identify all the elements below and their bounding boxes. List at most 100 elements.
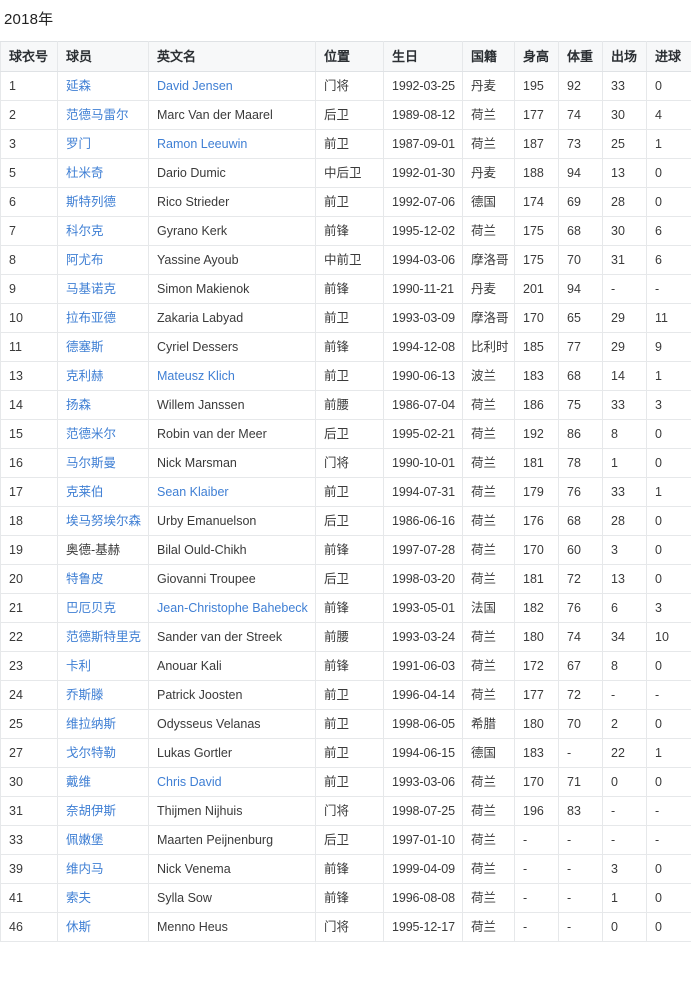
- cell-player-name-link[interactable]: 范德斯特里克: [66, 630, 142, 644]
- cell-player-name-link[interactable]: 戈尔特勒: [66, 746, 117, 760]
- cell-player-name[interactable]: 范德斯特里克: [57, 622, 149, 652]
- cell-player-name[interactable]: 范德米尔: [57, 419, 149, 449]
- cell-player-name[interactable]: 德塞斯: [57, 332, 149, 362]
- cell-player-name-link[interactable]: 科尔克: [66, 224, 104, 238]
- cell-player-name-link[interactable]: 卡利: [66, 659, 92, 673]
- column-header-position[interactable]: 位置: [315, 41, 384, 72]
- column-header-player[interactable]: 球员: [57, 41, 149, 72]
- cell-player-name[interactable]: 罗门: [57, 129, 149, 159]
- cell-birthday: 1999-04-09: [383, 854, 463, 884]
- cell-player-name-link[interactable]: 埃马努埃尔森: [66, 514, 142, 528]
- cell-player-name-link[interactable]: 特鲁皮: [66, 572, 104, 586]
- cell-player-name[interactable]: 特鲁皮: [57, 564, 149, 594]
- table-row: 41 索夫 Sylla Sow 前锋 1996-08-08 荷兰 - - 1 0: [0, 883, 691, 913]
- cell-position: 中后卫: [315, 158, 384, 188]
- cell-player-name[interactable]: 马基诺克: [57, 274, 149, 304]
- cell-player-name[interactable]: 卡利: [57, 651, 149, 681]
- cell-player-name[interactable]: 克利赫: [57, 361, 149, 391]
- column-header-english-name[interactable]: 英文名: [148, 41, 316, 72]
- cell-player-name[interactable]: 克莱伯: [57, 477, 149, 507]
- cell-english-name-link[interactable]: Ramon Leeuwin: [157, 137, 248, 151]
- cell-nationality-text: 丹麦: [471, 282, 497, 296]
- cell-goals: 6: [646, 245, 691, 275]
- cell-player-name-link[interactable]: 范德马雷尔: [66, 108, 129, 122]
- cell-birthday: 1989-08-12: [383, 100, 463, 130]
- cell-player-name[interactable]: 延森: [57, 71, 149, 101]
- cell-english-name[interactable]: Mateusz Klich: [148, 361, 316, 391]
- cell-player-name-link[interactable]: 维内马: [66, 862, 104, 876]
- cell-player-name[interactable]: 奈胡伊斯: [57, 796, 149, 826]
- cell-english-name[interactable]: Chris David: [148, 767, 316, 797]
- column-header-height[interactable]: 身高: [514, 41, 559, 72]
- column-header-weight[interactable]: 体重: [558, 41, 603, 72]
- cell-player-name-link[interactable]: 戴维: [66, 775, 92, 789]
- cell-player-name-link[interactable]: 马基诺克: [66, 282, 117, 296]
- column-header-birthday[interactable]: 生日: [383, 41, 463, 72]
- cell-player-name[interactable]: 佩嫩堡: [57, 825, 149, 855]
- cell-english-name-link[interactable]: Mateusz Klich: [157, 369, 235, 383]
- cell-player-name[interactable]: 范德马雷尔: [57, 100, 149, 130]
- cell-nationality-text: 荷兰: [471, 224, 497, 238]
- cell-english-name[interactable]: Ramon Leeuwin: [148, 129, 316, 159]
- cell-english-name-link[interactable]: Jean-Christophe Bahebeck: [157, 601, 308, 615]
- cell-goals: 0: [646, 448, 691, 478]
- column-header-jersey-number[interactable]: 球衣号: [0, 41, 58, 72]
- cell-player-name[interactable]: 埃马努埃尔森: [57, 506, 149, 536]
- column-header-nationality[interactable]: 国籍: [462, 41, 515, 72]
- cell-player-name[interactable]: 乔斯滕: [57, 680, 149, 710]
- column-header-goals[interactable]: 进球: [646, 41, 691, 72]
- cell-player-name-link[interactable]: 延森: [66, 79, 92, 93]
- cell-player-name[interactable]: 马尔斯曼: [57, 448, 149, 478]
- cell-goals: 0: [646, 506, 691, 536]
- cell-player-name[interactable]: 阿尤布: [57, 245, 149, 275]
- cell-player-name[interactable]: 巴厄贝克: [57, 593, 149, 623]
- cell-player-name-link[interactable]: 休斯: [66, 920, 92, 934]
- cell-appearances-text: 29: [611, 311, 625, 325]
- cell-player-name-link[interactable]: 奈胡伊斯: [66, 804, 117, 818]
- cell-english-name-link[interactable]: Chris David: [157, 775, 222, 789]
- cell-jersey-number-text: 23: [9, 659, 23, 673]
- cell-player-name[interactable]: 维拉纳斯: [57, 709, 149, 739]
- cell-player-name[interactable]: 戴维: [57, 767, 149, 797]
- cell-player-name-link[interactable]: 斯特列德: [66, 195, 117, 209]
- cell-english-name[interactable]: David Jensen: [148, 71, 316, 101]
- cell-nationality: 荷兰: [462, 883, 515, 913]
- cell-player-name-link[interactable]: 乔斯滕: [66, 688, 104, 702]
- cell-player-name[interactable]: 休斯: [57, 912, 149, 942]
- cell-position-text: 门将: [324, 456, 350, 470]
- cell-player-name-link[interactable]: 扬森: [66, 398, 92, 412]
- cell-goals-text: 0: [655, 543, 662, 557]
- cell-jersey-number-text: 24: [9, 688, 23, 702]
- cell-player-name-link[interactable]: 德塞斯: [66, 340, 104, 354]
- cell-english-name-link[interactable]: Sean Klaiber: [157, 485, 229, 499]
- cell-player-name[interactable]: 科尔克: [57, 216, 149, 246]
- cell-player-name-link[interactable]: 阿尤布: [66, 253, 104, 267]
- cell-english-name[interactable]: Sean Klaiber: [148, 477, 316, 507]
- cell-player-name[interactable]: 斯特列德: [57, 187, 149, 217]
- cell-player-name-link[interactable]: 克莱伯: [66, 485, 104, 499]
- cell-player-name-link[interactable]: 佩嫩堡: [66, 833, 104, 847]
- cell-player-name-link[interactable]: 维拉纳斯: [66, 717, 117, 731]
- cell-birthday-text: 1990-11-21: [392, 282, 455, 296]
- cell-player-name-link[interactable]: 拉布亚德: [66, 311, 117, 325]
- cell-player-name[interactable]: 杜米奇: [57, 158, 149, 188]
- cell-player-name-link[interactable]: 克利赫: [66, 369, 104, 383]
- cell-player-name-link[interactable]: 罗门: [66, 137, 92, 151]
- cell-english-name-link[interactable]: David Jensen: [157, 79, 233, 93]
- cell-player-name-link[interactable]: 杜米奇: [66, 166, 104, 180]
- cell-player-name[interactable]: 维内马: [57, 854, 149, 884]
- cell-player-name-link[interactable]: 范德米尔: [66, 427, 117, 441]
- cell-english-name[interactable]: Jean-Christophe Bahebeck: [148, 593, 316, 623]
- cell-weight: 83: [558, 796, 603, 826]
- cell-player-name: 奥德-基赫: [57, 535, 149, 565]
- column-header-appearances[interactable]: 出场: [602, 41, 647, 72]
- cell-player-name[interactable]: 戈尔特勒: [57, 738, 149, 768]
- cell-player-name[interactable]: 拉布亚德: [57, 303, 149, 333]
- cell-player-name[interactable]: 索夫: [57, 883, 149, 913]
- cell-english-name-text: Patrick Joosten: [157, 688, 243, 702]
- cell-player-name-link[interactable]: 索夫: [66, 891, 92, 905]
- cell-player-name-link[interactable]: 巴厄贝克: [66, 601, 117, 615]
- cell-player-name[interactable]: 扬森: [57, 390, 149, 420]
- cell-player-name-link[interactable]: 马尔斯曼: [66, 456, 117, 470]
- cell-goals-text: 0: [655, 775, 662, 789]
